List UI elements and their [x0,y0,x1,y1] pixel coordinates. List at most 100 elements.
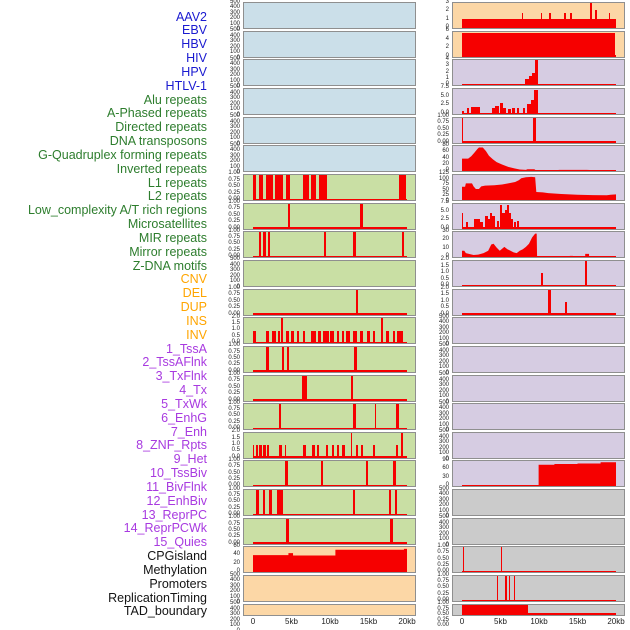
y-tick-label: 300 [438,353,449,360]
y-tick-label: 300 [438,439,449,446]
y-tick-label: 500 [438,485,449,492]
y-axis-ticks: 1.00 0.75 0.50 0.25 0.00 [416,572,449,604]
y-tick-label: 400 [438,405,449,412]
y-tick-label: 6 [445,27,449,34]
y-tick-label: 100 [229,135,240,142]
data-bar [302,330,305,344]
y-tick-label: 300 [229,38,240,45]
y-tick-label: 0.75 [228,205,240,212]
zero-baseline [461,227,616,229]
y-tick-label: 0.50 [437,125,449,132]
track-plot-1_TssA [452,59,625,87]
y-tick-label: 0.75 [437,549,449,556]
data-bar [496,220,500,229]
data-bar [265,174,273,200]
track-plot-CPGisland [452,489,625,517]
data-bar [504,209,507,229]
y-tick-label: 1.5 [231,434,240,441]
data-bar [466,222,469,229]
y-tick-label: 7.5 [440,199,449,206]
y-tick-label: 200 [438,416,449,423]
y-tick-label: 1.00 [228,227,240,234]
y-tick-label: 1.0 [231,326,240,333]
row-label: Promoters [149,576,207,591]
y-tick-label: 500 [438,428,449,435]
y-axis-ticks: 30 20 10 0 [416,228,449,260]
y-tick-label: 1.00 [228,342,240,349]
track-plot-DEL [243,575,416,603]
y-tick-label: 300 [229,95,240,102]
y-tick-label: 0.00 [228,425,240,432]
y-tick-label: 20 [442,236,449,243]
y-tick-label: 0.75 [228,176,240,183]
y-tick-label: 0.00 [228,310,240,317]
y-tick-label: 0.25 [228,504,240,511]
y-axis-ticks: 1.00 0.75 0.50 0.25 0.00 [207,199,240,231]
track-plot-15_Quies [452,460,625,488]
data-bar [516,220,520,229]
data-bar [353,404,356,430]
y-tick-label: 5.0 [440,92,449,99]
y-tick-label: 400 [229,89,240,96]
y-tick-label: 0.25 [228,418,240,425]
zero-baseline [461,55,616,57]
track-plot-12_EnhBiv [452,374,625,402]
track-plot-EBV [243,30,416,58]
row-label: 10_TssBiv [150,466,207,481]
data-bar [595,9,597,28]
data-bar [266,330,269,344]
data-bar [530,99,534,114]
y-axis-ticks: 1.00 0.75 0.50 0.25 0.00 [207,285,240,317]
track-plot-3_TxFlnk [452,116,625,144]
x-axis-label: 0 [459,617,465,626]
y-tick-label: 1.5 [440,291,449,298]
track-plot-13_ReprPC [452,403,625,431]
data-bar [509,212,511,229]
data-bar [500,204,503,229]
y-tick-label: 0.0 [231,339,240,346]
data-bar [533,117,537,143]
y-tick-label: 0 [445,482,449,489]
data-bar [508,109,511,114]
y-tick-label: 400 [229,605,240,612]
data-bar [570,12,572,28]
y-tick-label: 0 [237,628,240,630]
y-tick-label: 200 [438,502,449,509]
y-tick-label: 0.75 [437,119,449,126]
y-axis-ticks: 2.0 1.5 1.0 0.5 0.0 [416,257,449,288]
y-tick-label: 100 [438,536,449,543]
y-tick-label: 0 [445,427,449,434]
row-label: HPV [181,64,207,79]
y-tick-label: 2.0 [231,313,240,320]
data-bar [297,330,299,344]
y-tick-label: 400 [229,118,240,125]
x-axis-label: 0 [250,617,256,626]
y-tick-label: 1.00 [437,113,449,120]
y-tick-label: 0.25 [228,476,240,483]
data-area [461,147,616,172]
row-label: L2 repeats [147,189,207,204]
zero-baseline [252,427,407,430]
data-bar [500,547,503,573]
y-tick-label: 0.50 [228,183,240,190]
y-axis-ticks: 2.0 1.5 1.0 0.5 0.0 [207,313,240,346]
y-tick-label: 0.50 [228,383,240,390]
y-tick-label: 1.00 [228,199,240,206]
data-bar [355,289,358,315]
track-plot-CNV [243,546,416,574]
row-label: DUP [180,300,207,315]
data-bar [267,232,271,258]
y-tick-label: 400 [438,491,449,498]
y-tick-label: 200 [229,616,240,623]
y-tick-label: 0.00 [228,195,240,202]
y-axis-ticks: 1.00 0.75 0.50 0.25 0.00 [207,486,240,518]
row-label: Low_complexity A/T rich regions [27,203,207,218]
data-bar [564,12,566,28]
row-label: 6_EnhG [161,410,207,425]
y-tick-label: 30 [442,473,449,480]
data-bar [271,330,277,344]
y-tick-label: 0 [445,513,449,520]
